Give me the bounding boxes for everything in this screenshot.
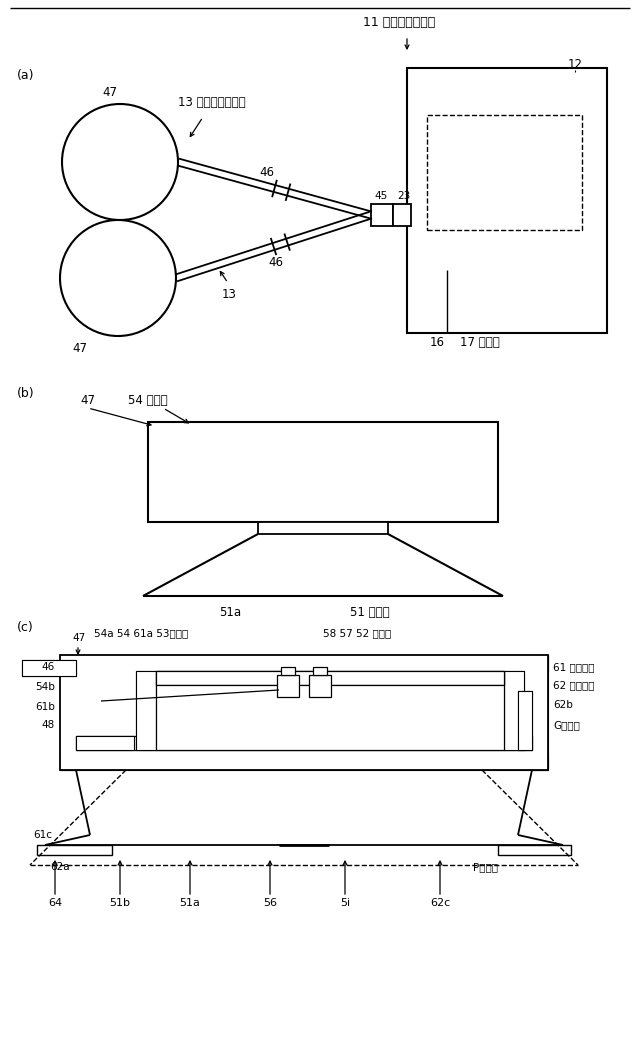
Text: (c): (c) bbox=[17, 621, 34, 633]
Text: 58 57 52 振動子: 58 57 52 振動子 bbox=[323, 628, 391, 638]
Bar bbox=[22, 660, 76, 676]
Text: 54a 54 61a 53ホルダ: 54a 54 61a 53ホルダ bbox=[94, 628, 188, 638]
Text: 62a: 62a bbox=[50, 862, 70, 872]
Circle shape bbox=[62, 104, 178, 220]
Text: 56: 56 bbox=[263, 898, 277, 907]
Text: 5i: 5i bbox=[340, 898, 350, 907]
Bar bbox=[60, 655, 548, 671]
Text: 62 第二部材: 62 第二部材 bbox=[553, 680, 595, 690]
Bar bbox=[60, 754, 548, 770]
Text: 47: 47 bbox=[72, 633, 85, 643]
Bar bbox=[22, 660, 76, 676]
Bar bbox=[407, 69, 607, 333]
Bar bbox=[156, 685, 504, 750]
Bar bbox=[504, 671, 524, 750]
Bar bbox=[60, 655, 76, 770]
Text: 54b: 54b bbox=[35, 682, 55, 692]
Bar bbox=[518, 691, 532, 750]
Text: 46: 46 bbox=[42, 662, 55, 672]
Bar bbox=[518, 691, 532, 750]
Bar bbox=[156, 671, 504, 685]
Text: 11 マッサージ装置: 11 マッサージ装置 bbox=[363, 16, 435, 28]
Text: 47: 47 bbox=[102, 85, 117, 98]
Text: 45: 45 bbox=[374, 191, 387, 201]
Text: 64: 64 bbox=[48, 898, 62, 907]
Text: 17 制御部: 17 制御部 bbox=[460, 335, 500, 349]
Text: 47: 47 bbox=[80, 393, 95, 407]
Bar bbox=[76, 736, 134, 750]
Text: 61 第一部材: 61 第一部材 bbox=[553, 662, 595, 672]
Bar bbox=[156, 671, 504, 685]
Text: 46: 46 bbox=[259, 165, 275, 179]
Text: 62b: 62b bbox=[553, 700, 573, 710]
Bar bbox=[504, 671, 524, 750]
Text: G接着剤: G接着剤 bbox=[553, 720, 580, 730]
Text: (b): (b) bbox=[17, 387, 35, 399]
Bar bbox=[532, 655, 548, 770]
Text: 51a: 51a bbox=[180, 898, 200, 907]
Text: 13 振動子ユニット: 13 振動子ユニット bbox=[178, 97, 246, 110]
Bar bbox=[518, 691, 532, 750]
Bar bbox=[427, 115, 582, 230]
Bar bbox=[60, 754, 548, 770]
Text: 23: 23 bbox=[397, 191, 410, 201]
Text: 51b: 51b bbox=[109, 898, 131, 907]
Text: 16: 16 bbox=[429, 335, 445, 349]
Text: 48: 48 bbox=[42, 720, 55, 730]
Text: 13: 13 bbox=[222, 289, 237, 301]
Bar bbox=[532, 655, 548, 770]
Text: 51 振動部: 51 振動部 bbox=[350, 605, 390, 619]
Bar bbox=[22, 660, 76, 676]
Bar bbox=[148, 422, 498, 522]
Bar bbox=[498, 845, 571, 855]
Bar bbox=[76, 736, 134, 750]
Text: P防水材: P防水材 bbox=[473, 862, 498, 872]
Bar bbox=[309, 675, 331, 697]
Bar bbox=[60, 655, 76, 770]
Text: 46: 46 bbox=[269, 256, 284, 269]
Bar bbox=[76, 736, 532, 750]
Text: 54 ケース: 54 ケース bbox=[128, 393, 168, 407]
Text: 62c: 62c bbox=[430, 898, 450, 907]
Bar bbox=[76, 736, 134, 750]
Bar bbox=[156, 671, 504, 685]
Bar bbox=[136, 671, 156, 750]
Text: 51a: 51a bbox=[219, 605, 241, 619]
Bar bbox=[504, 671, 524, 750]
Text: (a): (a) bbox=[17, 69, 35, 81]
Text: 61b: 61b bbox=[35, 702, 55, 713]
Bar bbox=[60, 655, 548, 671]
Bar bbox=[258, 522, 388, 534]
Bar bbox=[277, 675, 299, 697]
Bar bbox=[156, 671, 504, 685]
Bar bbox=[281, 667, 295, 675]
Bar bbox=[60, 655, 548, 770]
Bar bbox=[371, 204, 393, 226]
Text: 12: 12 bbox=[568, 59, 582, 72]
Text: 61c: 61c bbox=[33, 829, 52, 840]
Bar bbox=[37, 845, 112, 855]
Bar bbox=[313, 667, 327, 675]
Text: 47: 47 bbox=[72, 341, 87, 354]
Bar bbox=[136, 671, 156, 750]
Bar bbox=[393, 204, 411, 226]
Bar bbox=[136, 671, 156, 750]
Circle shape bbox=[60, 220, 176, 336]
